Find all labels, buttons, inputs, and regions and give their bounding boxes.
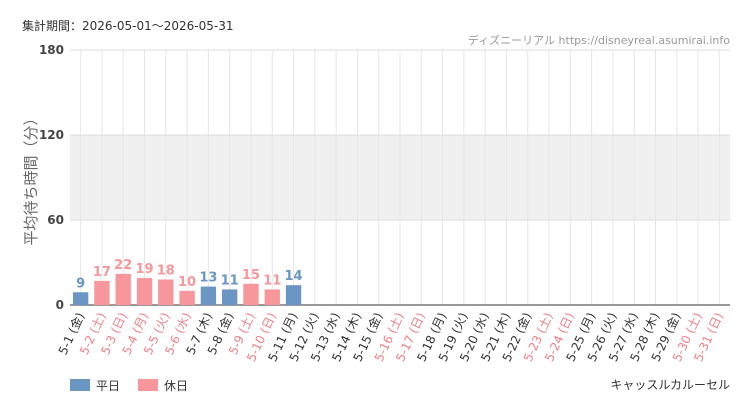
bar [222, 289, 238, 305]
value-label: 11 [221, 273, 239, 288]
value-label: 10 [178, 275, 196, 290]
bar [158, 279, 174, 305]
value-label: 19 [135, 262, 153, 277]
period: 集計期間：2026-05-01～2026-05-31 [22, 18, 233, 33]
value-label: 18 [157, 264, 175, 279]
bar [243, 283, 259, 305]
legend-label: 休日 [164, 379, 188, 393]
bar [94, 280, 110, 305]
bar [285, 285, 302, 305]
source: ディズニーリアル https://disneyreal.asumirai.inf… [468, 33, 730, 47]
legend-swatch [70, 379, 90, 391]
value-label: 11 [263, 273, 281, 288]
bar [264, 289, 280, 305]
bar [136, 278, 153, 305]
y-axis-label: 平均待ち時間（分） [22, 110, 40, 245]
value-label: 9 [76, 276, 85, 291]
y-tick-label: 120 [39, 128, 64, 142]
value-label: 13 [199, 271, 217, 286]
value-label: 22 [114, 258, 132, 273]
value-label: 17 [93, 265, 111, 280]
bar [115, 273, 131, 305]
y-tick-label: 60 [47, 213, 64, 227]
bar [179, 290, 195, 305]
bar [200, 286, 217, 305]
value-label: 14 [285, 269, 303, 284]
attraction: キャッスルカルーセル [610, 378, 730, 392]
y-tick-label: 180 [39, 43, 64, 57]
bar [72, 292, 89, 305]
y-tick-label: 0 [56, 298, 64, 312]
legend-swatch [138, 379, 158, 391]
legend-label: 平日 [96, 379, 120, 393]
value-label: 15 [242, 268, 260, 283]
